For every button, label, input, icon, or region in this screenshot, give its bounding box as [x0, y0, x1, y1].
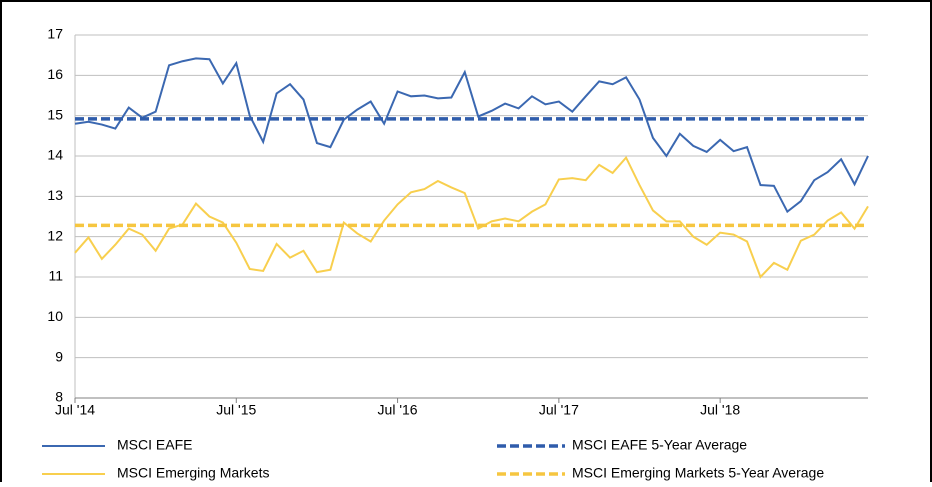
- y-tick-label: 17: [47, 26, 63, 42]
- y-tick-label: 15: [47, 106, 63, 122]
- y-tick-label: 11: [48, 268, 63, 284]
- x-tick-label: Jul '15: [216, 402, 256, 418]
- x-tick-label: Jul '14: [55, 402, 95, 418]
- line-series: [74, 155, 869, 279]
- line-series: [74, 57, 869, 214]
- legend-label: MSCI Emerging Markets 5-Year Average: [572, 465, 824, 481]
- y-tick-label: 9: [55, 348, 63, 364]
- y-tick-label: 13: [47, 187, 63, 203]
- y-tick-label: 10: [47, 308, 63, 324]
- y-tick-label: 14: [47, 147, 63, 163]
- x-tick-label: Jul '17: [539, 402, 579, 418]
- legend-label: MSCI Emerging Markets: [117, 465, 269, 481]
- legend-label: MSCI EAFE: [117, 437, 192, 453]
- y-tick-label: 12: [47, 227, 63, 243]
- legend-label: MSCI EAFE 5-Year Average: [572, 437, 747, 453]
- x-tick-label: Jul '18: [700, 402, 740, 418]
- x-tick-label: Jul '16: [378, 402, 418, 418]
- y-tick-label: 8: [55, 389, 63, 405]
- y-tick-label: 16: [47, 66, 63, 82]
